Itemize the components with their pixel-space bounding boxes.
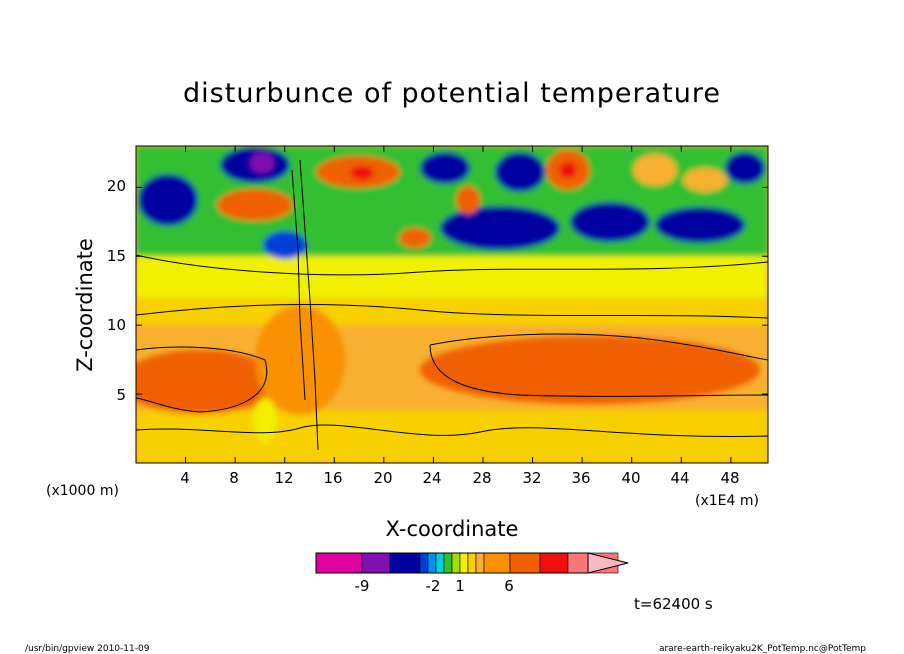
x-tick-label: 24 xyxy=(422,469,441,487)
field-warm-cell-7 xyxy=(683,168,727,192)
field-warm-cell-2b xyxy=(350,166,374,180)
field-warm-cell-1 xyxy=(217,189,293,221)
colorbar-swatch xyxy=(315,552,363,574)
contour-line-6 xyxy=(299,159,319,451)
colorbar-swatch xyxy=(539,552,569,574)
x-tick-marks xyxy=(185,146,732,463)
colorbar-swatches xyxy=(315,552,619,574)
x-tick-label: 44 xyxy=(670,469,689,487)
field-cold-cell-5 xyxy=(495,152,545,192)
colorbar-swatch xyxy=(389,552,421,574)
y-tick-label: 15 xyxy=(107,247,126,265)
colorbar-frame xyxy=(315,552,589,574)
field-cold-cell-9 xyxy=(725,152,765,184)
x-tick-labels: 4 8 12 16 20 24 28 32 36 40 44 48 xyxy=(180,469,739,487)
time-annotation: t=62400 s xyxy=(634,595,713,613)
colorbar-swatch xyxy=(459,552,469,574)
colorbar-swatch xyxy=(427,552,437,574)
x-axis-label: X-coordinate xyxy=(386,517,519,541)
colorbar-swatch xyxy=(467,552,477,574)
y-axis-label: Z-coordinate xyxy=(73,238,97,372)
field-warm-band-left xyxy=(136,350,280,414)
colorbar-label: 6 xyxy=(504,577,514,595)
y-tick-label: 5 xyxy=(116,386,126,404)
x-tick-label: 48 xyxy=(720,469,739,487)
colorbar-swatch xyxy=(509,552,541,574)
field-warm-cell-3 xyxy=(456,186,480,214)
colorbar-swatch xyxy=(443,552,453,574)
field-warm-cell-5b xyxy=(559,162,577,178)
x-tick-label: 28 xyxy=(472,469,491,487)
field-low-band xyxy=(136,410,768,463)
field-upper-transition xyxy=(136,248,768,298)
contour-line-1 xyxy=(136,424,768,437)
colorbar-swatch xyxy=(435,552,445,574)
field-warm-cell-6 xyxy=(633,154,677,186)
field-mid-band xyxy=(136,295,768,325)
field-cold-cell-4 xyxy=(420,152,470,184)
field-cold-cell-2b xyxy=(250,153,274,173)
field-warm-cell-4 xyxy=(399,228,431,248)
y-scale-label: (x1000 m) xyxy=(46,483,119,499)
field-cold-cell-1 xyxy=(138,174,198,226)
contour-line-3 xyxy=(429,333,768,397)
x-tick-label: 12 xyxy=(274,469,293,487)
field-cold-cell-8 xyxy=(655,207,745,243)
x-scale-label: (x1E4 m) xyxy=(695,493,759,509)
heatmap-field xyxy=(136,146,768,463)
field-cold-cell-7 xyxy=(570,202,650,242)
colorbar-label: -2 xyxy=(426,577,441,595)
colorbar: -9 -2 1 6 xyxy=(315,552,629,595)
colorbar-swatch xyxy=(483,552,511,574)
y-tick-marks xyxy=(136,186,768,395)
colorbar-swatch xyxy=(361,552,391,574)
x-tick-label: 8 xyxy=(229,469,239,487)
contour-line-7 xyxy=(291,169,306,401)
y-tick-label: 20 xyxy=(107,177,126,195)
colorbar-label: 1 xyxy=(455,577,465,595)
colorbar-swatch xyxy=(419,552,429,574)
contour-line-4 xyxy=(136,304,768,319)
colorbar-swatch xyxy=(451,552,461,574)
contour-lines xyxy=(136,159,768,451)
field-warm-band-right xyxy=(420,336,760,404)
colorbar-swatch xyxy=(475,552,485,574)
x-tick-label: 36 xyxy=(571,469,590,487)
plot-area xyxy=(136,146,768,463)
contour-line-5 xyxy=(136,254,768,276)
x-tick-label: 16 xyxy=(323,469,342,487)
chart-title: disturbunce of potential temperature xyxy=(183,78,721,109)
footer-left: /usr/bin/gpview 2010-11-09 xyxy=(25,644,150,654)
field-warm-patch-center xyxy=(255,305,345,415)
x-tick-label: 40 xyxy=(621,469,640,487)
plot-frame xyxy=(135,145,769,464)
x-tick-label: 4 xyxy=(180,469,190,487)
contour-line-2 xyxy=(136,346,268,413)
footer-right: arare-earth-reikyaku2K_PotTemp.nc@PotTem… xyxy=(659,644,866,654)
field-yellow-patch xyxy=(253,398,277,442)
colorbar-label: -9 xyxy=(355,577,370,595)
field-cold-cell-3 xyxy=(263,231,307,259)
x-tick-label: 32 xyxy=(522,469,541,487)
x-tick-label: 20 xyxy=(373,469,392,487)
field-cold-cell-6 xyxy=(440,206,560,250)
y-tick-label: 10 xyxy=(107,316,126,334)
y-tick-labels: 5 10 15 20 xyxy=(107,177,126,404)
